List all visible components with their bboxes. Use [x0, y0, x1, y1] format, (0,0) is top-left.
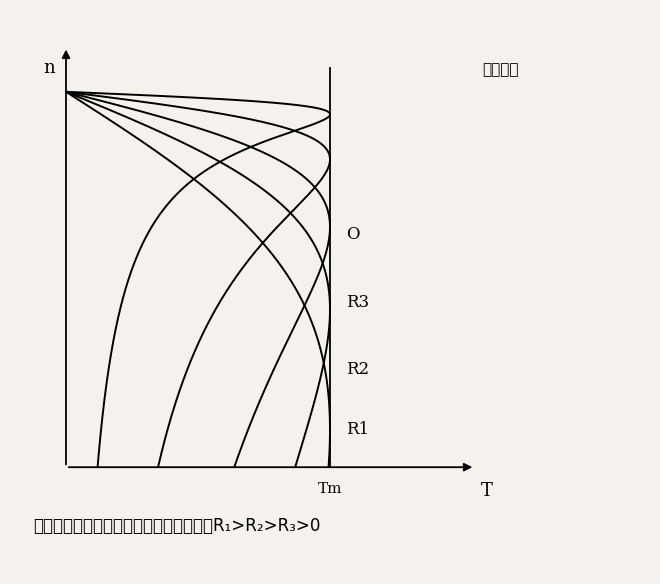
- Text: 自然特性: 自然特性: [482, 62, 518, 78]
- Text: R1: R1: [346, 421, 369, 438]
- Text: R2: R2: [346, 361, 369, 378]
- Text: R3: R3: [346, 294, 369, 311]
- Text: Tm: Tm: [317, 482, 343, 496]
- Text: O: O: [346, 226, 359, 243]
- Text: 异步电动机转子回路串电阵后的机械特性R₁>R₂>R₃>0: 异步电动机转子回路串电阵后的机械特性R₁>R₂>R₃>0: [33, 517, 320, 534]
- Text: n: n: [44, 60, 55, 77]
- Text: T: T: [480, 482, 492, 500]
